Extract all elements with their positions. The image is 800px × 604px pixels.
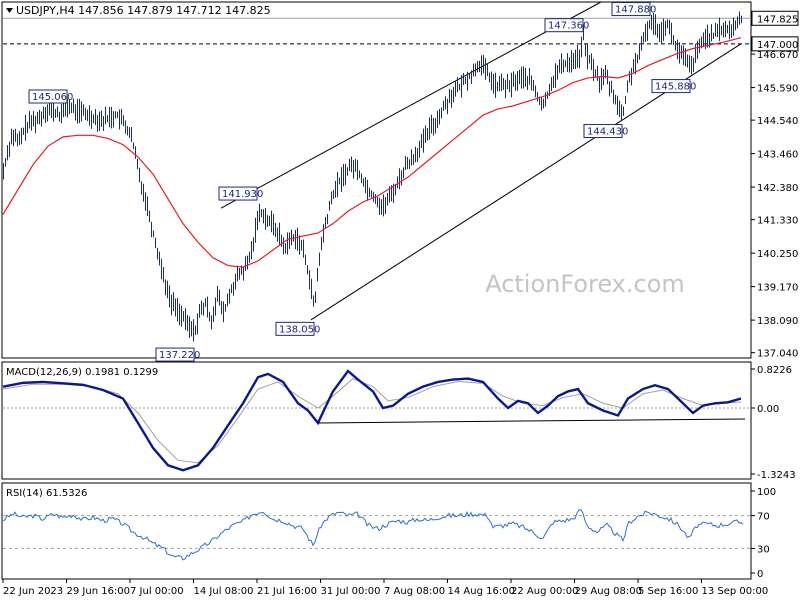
current-price-label: 147.825 [757,14,798,25]
x-tick-label: 14 Aug 16:00 [448,586,515,597]
annotation-label: 137.220 [159,350,200,361]
price-axis: 146.670 145.590 144.540 143.460 142.380 141.3… [751,10,799,360]
x-tick-label: 7 Aug 08:00 [384,586,445,597]
price-tick-label: 140.250 [757,249,798,260]
annotation-box [583,124,623,139]
price-tick-label: 137.040 [757,349,798,360]
macd-line [2,369,742,472]
macd-trendline [317,418,746,424]
macd-tick-label: 0.00 [757,404,779,415]
annotation-box [544,18,584,33]
x-axis: 22 Jun 2023 29 Jun 16:00 7 Jul 00:00 14 Jul… [2,579,769,597]
price-tick-label: 139.170 [757,283,798,294]
watermark-text: ActionForex.com [485,270,685,298]
rsi-panel-frame [1,482,752,580]
annotation-label: 145.880 [655,82,696,93]
annotation-box [611,2,651,17]
price-tick-label: 143.460 [757,150,798,161]
level-price-label: 147.000 [757,40,798,51]
x-tick-label: 29 Jun 16:00 [67,586,131,597]
x-tick-label: 13 Sep 00:00 [702,586,769,597]
price-tick-label: 145.590 [757,84,798,95]
annotation-label: 138.050 [279,324,320,335]
rsi-title: RSI(14) 61.5326 [6,488,87,499]
rsi-tick-label: 0 [757,569,763,580]
current-price-box [751,10,799,26]
price-plot: 145.060 137.220 141.930 138.050 147.360 144.4… [2,1,751,362]
x-tick-label: 7 Jul 00:00 [130,586,184,597]
annotation-label: 145.060 [32,92,73,103]
x-tick-label: 21 Jul 16:00 [257,586,317,597]
annotation-box [28,89,68,104]
macd-title: MACD(12,26,9) 0.1981 0.1299 [6,367,158,378]
price-tick-label: 141.330 [757,216,798,227]
rsi-line [2,509,744,561]
annotation-box [651,79,691,94]
level-price-box [751,36,799,52]
x-tick-label: 29 Aug 08:00 [575,586,642,597]
x-tick-label: 31 Jul 00:00 [321,586,381,597]
price-tick-label: 144.540 [757,116,798,127]
price-tick-label: 146.670 [757,50,798,61]
rsi-tick-label: 30 [757,544,770,555]
annotation-box [275,321,315,336]
annotation-box [218,186,258,201]
symbol-info: USDJPY,H4 147.856 147.879 147.712 147.82… [16,4,271,17]
price-tick-label: 142.380 [757,183,798,194]
x-tick-label: 22 Jun 2023 [3,586,63,597]
macd-tick-label: 0.8226 [757,365,792,376]
x-tick-label: 22 Aug 00:00 [511,586,578,597]
annotation-label: 141.930 [222,189,263,200]
annotation-box [155,347,195,362]
x-tick-label: 5 Sep 16:00 [638,586,698,597]
x-tick-label: 14 Jul 08:00 [194,586,254,597]
annotation-label: 147.880 [615,5,656,16]
annotation-label: 144.430 [587,127,628,138]
ema-line [2,37,742,268]
macd-tick-label: -1.3243 [757,470,796,481]
rsi-tick-label: 100 [757,487,776,498]
rsi-plot: 100 70 30 0 [2,487,776,580]
rsi-tick-label: 70 [757,512,770,523]
macd-plot: 0.8226 0.00 -1.3243 [2,365,796,481]
annotation-label: 147.360 [548,21,589,32]
macd-panel-frame [1,361,752,480]
symbol-dropdown-icon[interactable] [6,8,13,13]
macd-signal-line [2,378,742,464]
channel-upper-line [220,1,602,209]
price-panel-frame [1,1,752,359]
price-tick-label: 138.090 [757,316,798,327]
